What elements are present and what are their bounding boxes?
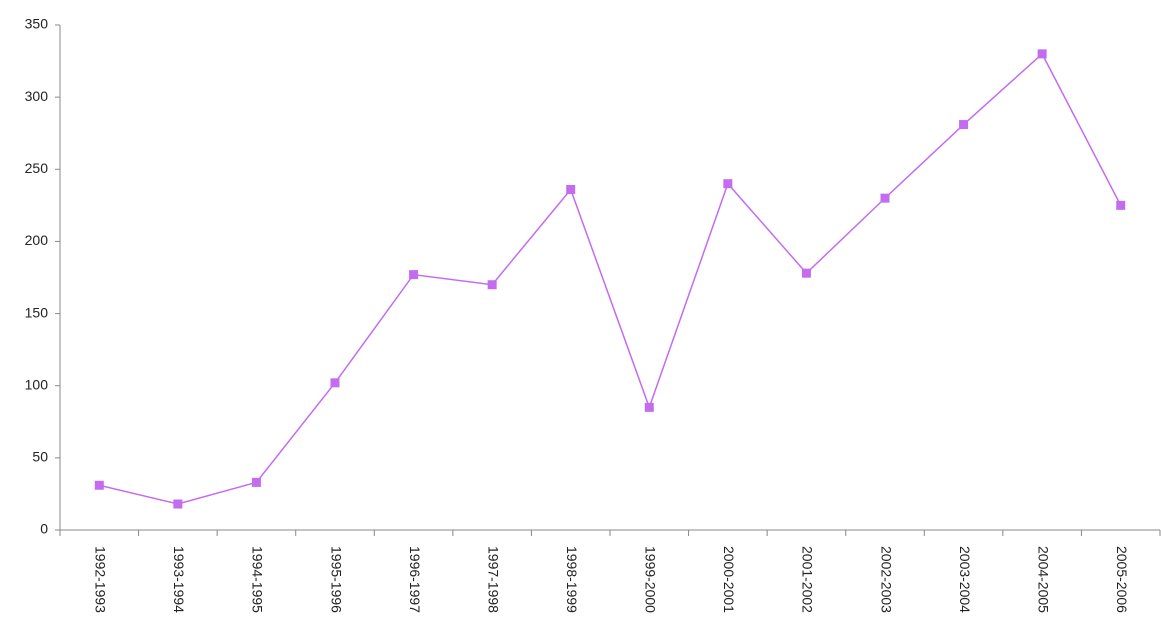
x-tick-label: 2002-2003 (878, 546, 894, 613)
x-tick-label: 2003-2004 (957, 546, 973, 613)
x-tick-label: 1992-1993 (93, 546, 109, 613)
x-tick-label: 1999-2000 (643, 546, 659, 613)
data-point (1116, 200, 1126, 210)
data-point (173, 499, 183, 509)
x-tick-label: 1994-1995 (250, 546, 266, 613)
x-tick-label: 2001-2002 (800, 546, 816, 613)
y-tick-label: 50 (32, 449, 48, 465)
y-tick-label: 0 (40, 521, 48, 537)
data-point (644, 402, 654, 412)
x-tick-label: 1996-1997 (407, 546, 423, 613)
x-tick-label: 1993-1994 (171, 546, 187, 613)
data-point (880, 193, 890, 203)
y-tick-label: 100 (25, 376, 49, 392)
data-point (94, 480, 104, 490)
x-tick-label: 1998-1999 (564, 546, 580, 613)
x-tick-label: 1995-1996 (328, 546, 344, 613)
y-tick-label: 200 (25, 232, 49, 248)
data-point (487, 280, 497, 290)
data-point (409, 270, 419, 280)
data-point (1037, 49, 1047, 59)
x-tick-label: 1997-1998 (485, 546, 501, 613)
data-point (801, 268, 811, 278)
data-line (99, 52, 1122, 505)
y-tick-label: 350 (25, 16, 49, 32)
data-point (959, 120, 969, 130)
y-tick-label: 300 (25, 88, 49, 104)
data-point (723, 179, 733, 189)
y-tick-label: 150 (25, 304, 49, 320)
data-point (330, 378, 340, 388)
x-tick-label: 2000-2001 (721, 546, 737, 613)
y-tick-label: 250 (25, 160, 49, 176)
data-point (566, 184, 576, 194)
x-tick-label: 2005-2006 (1114, 546, 1130, 613)
data-point (251, 477, 261, 487)
x-tick-label: 2004-2005 (1035, 546, 1051, 613)
